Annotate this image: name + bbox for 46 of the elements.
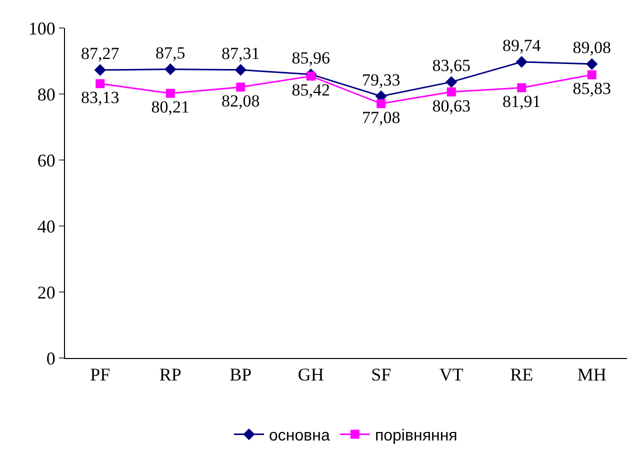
point (236, 82, 246, 92)
data-label: 89,74 (502, 36, 542, 55)
point (306, 72, 316, 81)
data-label: 82,08 (222, 92, 260, 111)
point (94, 64, 106, 76)
point (586, 58, 598, 70)
y-tick-label: 100 (28, 18, 56, 38)
x-tick-label: RP (159, 364, 182, 385)
point (234, 64, 246, 76)
point (166, 88, 175, 98)
x-tick-label: MH (577, 364, 606, 385)
data-label: 80,63 (432, 96, 471, 116)
y-tick-label: 60 (37, 150, 56, 170)
data-label: 85,83 (572, 79, 612, 98)
data-label: 77,08 (362, 108, 400, 128)
data-label: 80,21 (151, 98, 190, 117)
point (376, 99, 386, 108)
data-label: 83,65 (432, 56, 471, 76)
data-label: 87,31 (222, 44, 260, 64)
data-label: 83,13 (81, 88, 120, 108)
x-tick-label: PF (90, 364, 110, 385)
data-label: 87,27 (81, 44, 120, 64)
x-tick-label: SF (371, 364, 392, 385)
y-tick-label: 0 (46, 348, 56, 368)
data-label: 85,96 (292, 48, 330, 68)
legend-label: основна (269, 428, 330, 445)
data-label: 79,33 (362, 70, 400, 90)
data-label: 87,5 (156, 43, 186, 62)
x-tick-label: VT (439, 364, 464, 385)
point (587, 70, 596, 80)
x-tick-label: RE (510, 364, 534, 385)
legend-label: порівняння (374, 428, 458, 445)
y-tick-label: 20 (37, 282, 56, 302)
point (516, 56, 528, 68)
x-tick-label: GH (298, 364, 324, 385)
point (446, 76, 458, 88)
x-tick-label: BP (230, 364, 252, 385)
y-tick-label: 80 (37, 84, 56, 104)
point (446, 87, 456, 96)
data-label: 81,91 (502, 92, 541, 112)
point (96, 79, 105, 88)
point (517, 83, 526, 92)
point (164, 63, 176, 76)
data-label: 89,08 (572, 38, 612, 58)
y-tick-label: 40 (37, 216, 56, 236)
data-label: 85,42 (292, 80, 330, 100)
